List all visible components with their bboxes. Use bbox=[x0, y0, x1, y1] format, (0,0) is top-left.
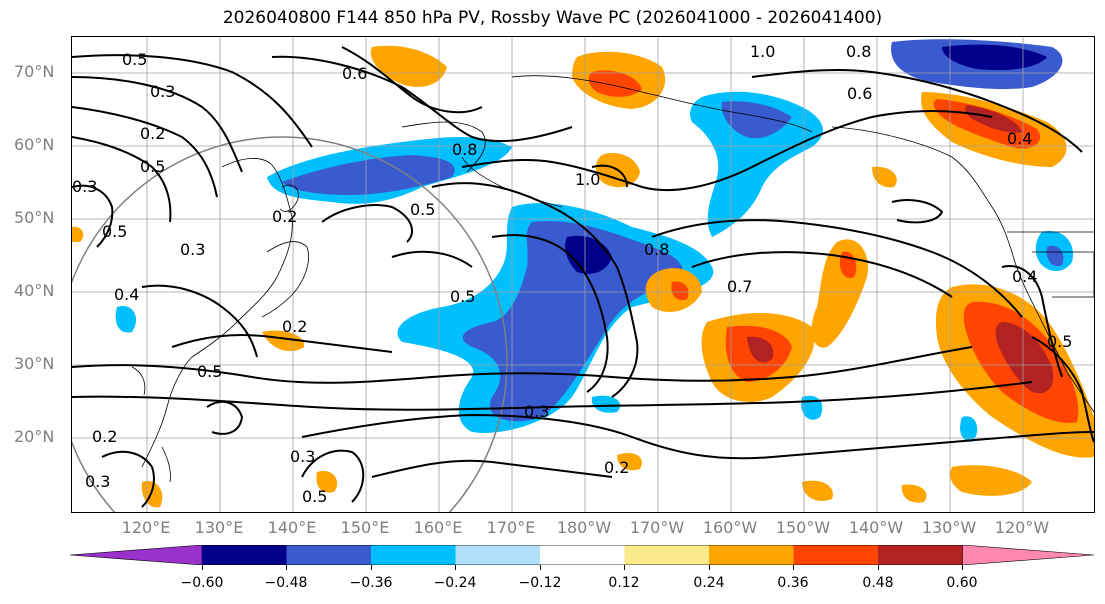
lat-label-40: 40°N bbox=[14, 281, 55, 300]
lon-label-140w: 140°W bbox=[848, 518, 904, 537]
contour-label: 0.3 bbox=[85, 472, 110, 491]
contour-label: 0.5 bbox=[197, 362, 222, 381]
lon-label-140e: 140°E bbox=[267, 518, 317, 537]
contour-label: 0.5 bbox=[450, 287, 475, 306]
lon-label-120w: 120°W bbox=[994, 518, 1050, 537]
map-canvas: 0.5 0.3 0.2 0.5 0.6 1.0 0.8 0.6 0.8 1.0 … bbox=[72, 37, 1094, 512]
colorbar-segment bbox=[962, 545, 1094, 565]
lon-label-160e: 160°E bbox=[413, 518, 463, 537]
contour-labels: 0.5 0.3 0.2 0.5 0.6 1.0 0.8 0.6 0.8 1.0 … bbox=[72, 42, 1072, 506]
contour-label: 0.3 bbox=[150, 82, 175, 101]
graticule bbox=[72, 37, 1094, 512]
contour-label: 0.4 bbox=[1007, 129, 1032, 148]
contour-label: 0.5 bbox=[302, 487, 327, 506]
lon-label-180w: 180°W bbox=[556, 518, 612, 537]
colorbar-segment bbox=[455, 545, 540, 565]
lon-label-150w: 150°W bbox=[775, 518, 831, 537]
colorbar-segment bbox=[371, 545, 456, 565]
colorbar-tick: −0.48 bbox=[264, 575, 308, 591]
contour-label: 1.0 bbox=[575, 170, 600, 189]
contour-label: 0.2 bbox=[282, 317, 307, 336]
contour-label: 0.5 bbox=[102, 222, 127, 241]
contour-label: 0.2 bbox=[140, 124, 165, 143]
colorbar-tick: −0.60 bbox=[180, 575, 224, 591]
lon-label-120e: 120°E bbox=[121, 518, 171, 537]
colorbar-tick: 0.60 bbox=[946, 575, 978, 591]
contour-label: 0.8 bbox=[644, 240, 669, 259]
contour-label: 1.0 bbox=[750, 42, 775, 61]
lon-label-160w: 160°W bbox=[702, 518, 758, 537]
colorbar bbox=[70, 545, 1094, 565]
lat-label-60: 60°N bbox=[14, 135, 55, 154]
contour-label: 0.4 bbox=[114, 285, 139, 304]
colorbar-tick: −0.24 bbox=[433, 575, 477, 591]
contour-label: 0.7 bbox=[727, 277, 752, 296]
contour-label: 0.5 bbox=[140, 157, 165, 176]
colorbar-segment bbox=[202, 545, 287, 565]
contour-label: 0.8 bbox=[846, 42, 871, 61]
lat-label-20: 20°N bbox=[14, 427, 55, 446]
colorbar-segment bbox=[70, 545, 203, 565]
colorbar-tick: −0.36 bbox=[349, 575, 393, 591]
colorbar-tick: 0.36 bbox=[777, 575, 809, 591]
contour-label: 0.4 bbox=[1012, 267, 1037, 286]
lon-label-150e: 150°E bbox=[340, 518, 390, 537]
lon-label-170w: 170°W bbox=[629, 518, 685, 537]
contour-label: 0.5 bbox=[1047, 332, 1072, 351]
contour-label: 0.3 bbox=[72, 177, 97, 196]
map-panel: 0.5 0.3 0.2 0.5 0.6 1.0 0.8 0.6 0.8 1.0 … bbox=[71, 36, 1095, 513]
lat-label-50: 50°N bbox=[14, 208, 55, 227]
colorbar-tick: 0.24 bbox=[693, 575, 725, 591]
colorbar-tick: 0.12 bbox=[608, 575, 640, 591]
pv-contours bbox=[72, 46, 1094, 508]
lat-label-30: 30°N bbox=[14, 354, 55, 373]
contour-label: 0.5 bbox=[122, 50, 147, 69]
map-title: 2026040800 F144 850 hPa PV, Rossby Wave … bbox=[222, 8, 883, 28]
colorbar-segment bbox=[878, 545, 963, 565]
lon-label-130e: 130°E bbox=[194, 518, 244, 537]
contour-label: 0.6 bbox=[847, 84, 872, 103]
contour-label: 0.2 bbox=[272, 207, 297, 226]
colorbar-segment bbox=[709, 545, 794, 565]
lat-label-70: 70°N bbox=[14, 62, 55, 81]
contour-label: 0.3 bbox=[290, 447, 315, 466]
colorbar-tick: 0.48 bbox=[862, 575, 894, 591]
colorbar-segment bbox=[793, 545, 878, 565]
contour-label: 0.6 bbox=[342, 64, 367, 83]
contour-label: 0.2 bbox=[604, 458, 629, 477]
contour-label: 0.3 bbox=[524, 402, 549, 421]
reference-circle bbox=[72, 136, 508, 512]
contour-label: 0.8 bbox=[452, 140, 477, 159]
colorbar-segment bbox=[540, 545, 625, 565]
contour-label: 0.2 bbox=[92, 427, 117, 446]
colorbar-tick: −0.12 bbox=[518, 575, 562, 591]
contour-label: 0.3 bbox=[180, 240, 205, 259]
colorbar-segment bbox=[624, 545, 709, 565]
contour-label: 0.5 bbox=[410, 200, 435, 219]
colorbar-segment bbox=[286, 545, 371, 565]
lon-label-170e: 170°E bbox=[486, 518, 536, 537]
lon-label-130w: 130°W bbox=[921, 518, 977, 537]
